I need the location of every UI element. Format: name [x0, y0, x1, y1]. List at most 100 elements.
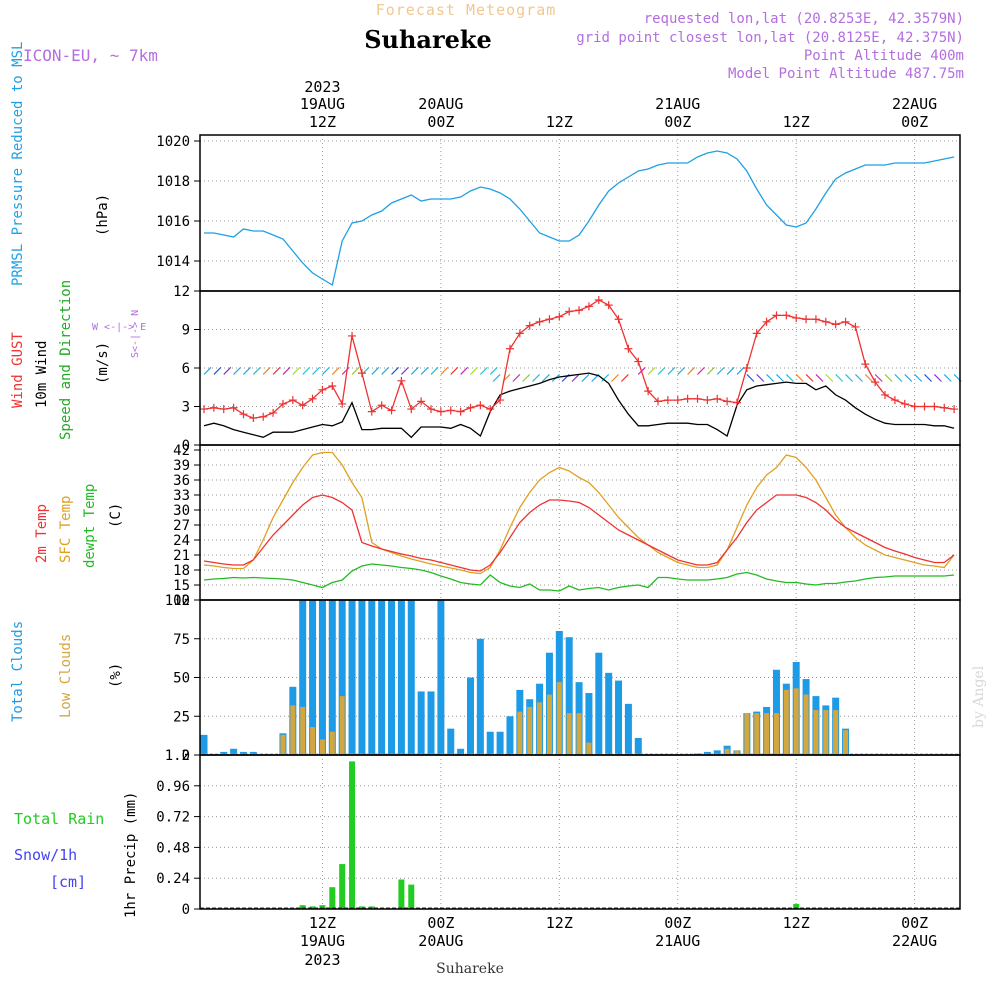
wind-direction-arrow [252, 366, 261, 375]
wind-direction-arrow [203, 366, 212, 375]
ytick-label: 3 [182, 400, 190, 416]
gust-marker [209, 403, 218, 412]
gust-marker [841, 317, 850, 326]
wind-direction-arrow [854, 373, 863, 382]
gust-marker [456, 407, 465, 416]
wind-direction-arrow [522, 373, 531, 382]
gust-marker [890, 396, 899, 405]
gust-marker [881, 390, 890, 399]
wind-direction-arrow [657, 366, 666, 375]
total-clouds-bar [220, 751, 228, 755]
top-axis-label: 2023 [304, 78, 340, 96]
top-axis-label: 00Z [901, 113, 928, 131]
wind-direction-arrow [894, 373, 903, 382]
temp-unit: (C) [108, 503, 124, 528]
total-clouds-bar [476, 638, 484, 755]
wind-gust-line [203, 299, 955, 419]
ytick-label: 1020 [156, 134, 190, 150]
wind-direction-arrow [845, 373, 854, 382]
pressure-line [204, 150, 955, 287]
total-clouds-bar [407, 600, 415, 755]
ytick-label: 25 [173, 709, 190, 725]
panel-frame [199, 754, 961, 910]
ytick-label: 0.96 [156, 779, 190, 795]
wind-direction-arrow [262, 366, 271, 375]
gust-marker [940, 403, 949, 412]
ytick-label: 100 [165, 593, 190, 609]
gust-marker [930, 402, 939, 411]
gust-marker [446, 406, 455, 415]
grid-point-coords: grid point closest lon,lat (20.8125E, 42… [576, 30, 964, 46]
wind-direction-arrow [292, 366, 301, 375]
gust-marker [249, 414, 258, 423]
requested-coords: requested lon,lat (20.8253E, 42.3579N) [644, 11, 964, 27]
low-clouds-bar [527, 706, 533, 755]
gust-marker [545, 315, 554, 324]
total-clouds-bar [417, 691, 425, 755]
pressure-label: PRMSL Pressure Reduced to MSL [10, 42, 26, 286]
low-clouds-bar [576, 713, 582, 755]
panel-frame [199, 134, 961, 292]
wind-direction-arrow [460, 366, 469, 375]
total-clouds-bar [358, 600, 366, 755]
wind-direction-arrow [272, 366, 281, 375]
wind-direction-arrow [450, 366, 459, 375]
wind-direction-arrow [541, 373, 550, 382]
low-clouds-bar [724, 748, 730, 755]
low-clouds-bar [319, 739, 325, 755]
low-clouds-bar [764, 713, 770, 755]
total-clouds-bar [565, 637, 573, 755]
gust-marker [762, 317, 771, 326]
gust-marker [742, 364, 751, 372]
wind-direction-arrow [914, 373, 923, 382]
gust-marker [614, 315, 623, 324]
gust-marker [654, 397, 663, 406]
low-clouds-bar [793, 688, 799, 755]
gust-marker [752, 329, 761, 338]
wind-direction-arrow [706, 366, 715, 375]
gust-marker [338, 399, 347, 408]
wind-direction-arrow [620, 373, 629, 382]
low-clouds-bar [290, 705, 296, 755]
wind-direction-arrow [571, 373, 580, 382]
ytick-label: 24 [173, 533, 190, 549]
gust-marker [476, 401, 485, 410]
ytick-label: 1.2 [165, 748, 190, 764]
temp2m-line [203, 494, 955, 572]
gust-marker [575, 306, 584, 315]
total-clouds-bar [713, 750, 721, 755]
total-clouds-bar [309, 600, 317, 755]
total-clouds-bar [496, 731, 504, 755]
wind-direction-arrow [400, 366, 409, 375]
gust-marker [604, 301, 613, 310]
low-clouds-bar [310, 727, 316, 755]
low-clouds-bar [546, 694, 552, 755]
rain-bar [349, 761, 356, 909]
wind-direction-arrow [492, 373, 501, 382]
ytick-label: 27 [173, 518, 190, 534]
wind-direction-arrow [233, 366, 242, 375]
ytick-label: 12 [173, 593, 190, 609]
temp2m-label: 2m Temp [34, 504, 50, 563]
low-clouds-bar [773, 713, 779, 755]
wind-direction-arrow [302, 366, 311, 375]
low-clouds-bar [586, 742, 592, 755]
total-clouds-bar [388, 600, 396, 755]
ytick-label: 33 [173, 488, 190, 504]
ytick-label: 12 [173, 284, 190, 300]
bottom-axis-label: 22AUG [892, 932, 937, 950]
wind-direction-arrow [716, 366, 725, 375]
ytick-label: 21 [173, 548, 190, 564]
rain-bar [309, 906, 316, 909]
wind-direction-arrow [884, 373, 893, 382]
wind-direction-label: Speed and Direction [58, 280, 74, 440]
wind-10m-label: 10m Wind [34, 341, 50, 408]
rain-bar [398, 879, 405, 909]
ytick-label: 0 [182, 748, 190, 764]
gust-marker [278, 399, 287, 408]
gust-marker [525, 321, 534, 330]
wind-unit: (m/s) [95, 342, 111, 384]
bottom-axis-label: 21AUG [655, 932, 700, 950]
bottom-axis-label: 20AUG [418, 932, 463, 950]
gust-marker [397, 376, 406, 385]
